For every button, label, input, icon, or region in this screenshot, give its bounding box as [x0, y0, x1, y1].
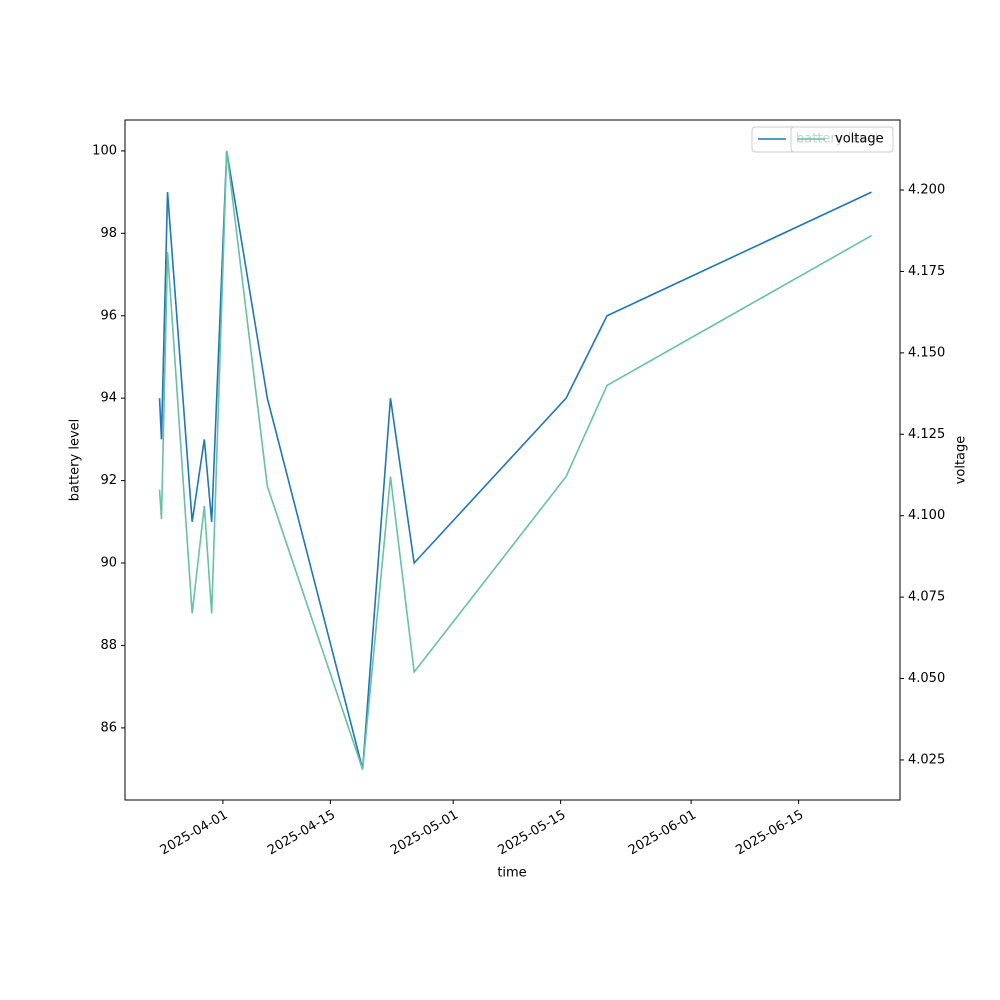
y-tick-label: 96 [100, 308, 117, 323]
x-tick-label: 2025-06-01 [626, 808, 699, 859]
y-tick-label: 94 [100, 391, 117, 406]
y2-tick-label: 4.125 [908, 427, 945, 442]
y-tick-label: 86 [100, 720, 117, 735]
y-tick-label: 100 [92, 143, 117, 158]
y2-tick-label: 4.175 [908, 264, 945, 279]
legend-box [790, 126, 894, 153]
plot-frame [124, 119, 901, 801]
y-tick-label: 98 [100, 226, 117, 241]
y2-axis-label: voltage [954, 436, 969, 485]
y2-tick-label: 4.025 [908, 752, 945, 767]
series-line [158, 150, 872, 770]
x-tick-label: 2025-05-01 [388, 808, 461, 859]
y2-tick-label: 4.050 [908, 671, 945, 686]
y2-tick-label: 4.150 [908, 345, 945, 360]
x-tick-label: 2025-06-15 [733, 808, 806, 859]
y-axis-label: battery level [68, 419, 83, 502]
y2-tick-label: 4.100 [908, 508, 945, 523]
y-tick-label: 88 [100, 638, 117, 653]
x-tick-label: 2025-04-15 [265, 808, 338, 859]
legend-label: voltage [835, 132, 884, 147]
y2-tick-label: 4.200 [908, 183, 945, 198]
y-tick-label: 90 [100, 556, 117, 571]
x-axis-label: time [497, 866, 526, 881]
x-tick-label: 2025-04-01 [158, 808, 231, 859]
x-tick-label: 2025-05-15 [495, 808, 568, 859]
y2-tick-label: 4.075 [908, 590, 945, 605]
series-line [158, 150, 872, 770]
y-tick-label: 92 [100, 473, 117, 488]
